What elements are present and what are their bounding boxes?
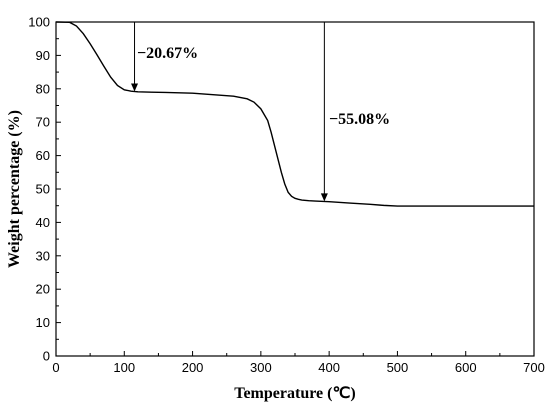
annotation-label-1: −20.67% [137, 45, 198, 62]
x-axis-title: Temperature (℃) [234, 385, 356, 402]
annotation-arrow-head-2 [320, 193, 328, 202]
x-tick-label: 100 [113, 360, 135, 375]
y-tick-label: 80 [36, 81, 50, 96]
annotation-arrow-head-1 [131, 83, 139, 92]
annotation-arrows [131, 22, 328, 202]
y-tick-label: 30 [36, 248, 50, 263]
x-tick-label: 300 [250, 360, 272, 375]
y-tick-label: 50 [36, 182, 50, 197]
y-tick-label: 40 [36, 215, 50, 230]
x-tick-label: 500 [387, 360, 409, 375]
x-tick-label: 700 [523, 360, 545, 375]
tick-labels: 0 100 200 300 400 500 600 700 0 10 20 30 40 50 60 70 80 9… [28, 15, 545, 376]
annotation-label-2: −55.08% [329, 111, 390, 128]
x-tick-label: 600 [455, 360, 477, 375]
y-tick-label: 10 [36, 315, 50, 330]
plot-frame [55, 21, 535, 357]
weight-loss-curve [55, 21, 534, 207]
y-tick-label: 70 [36, 115, 50, 130]
y-tick-label: 20 [36, 282, 50, 297]
y-tick-label: 100 [28, 15, 50, 30]
x-tick-label: 400 [318, 360, 340, 375]
x-tick-label: 0 [52, 360, 59, 375]
axis-ticks [55, 21, 535, 357]
y-axis-title: Weight percentage (%) [6, 110, 23, 268]
y-tick-label: 90 [36, 48, 50, 63]
y-tick-label: 60 [36, 148, 50, 163]
x-tick-label: 200 [182, 360, 204, 375]
y-tick-label: 0 [43, 349, 50, 364]
